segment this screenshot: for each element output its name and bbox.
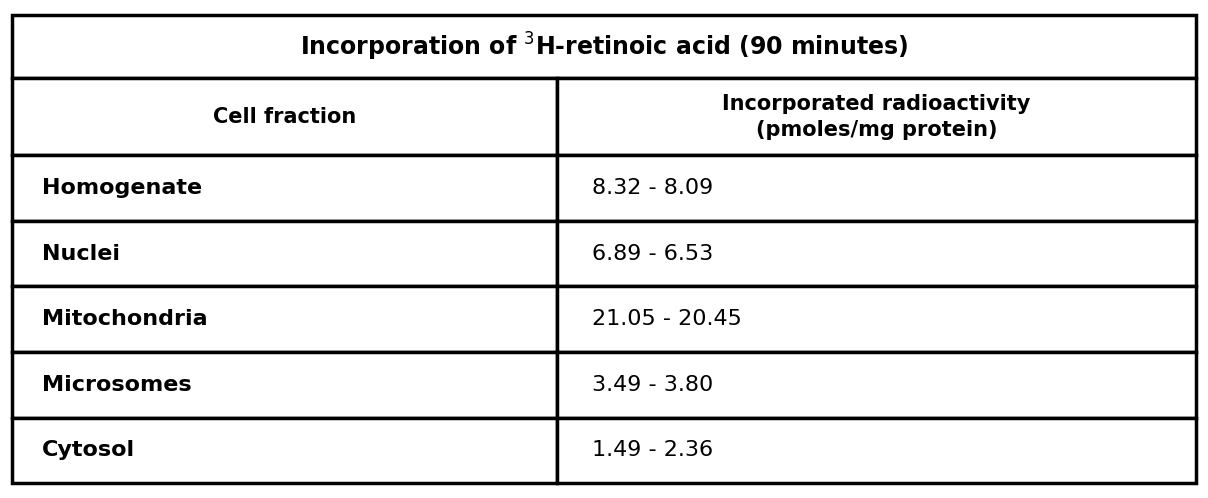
Text: 3.49 - 3.80: 3.49 - 3.80 xyxy=(592,375,714,395)
Bar xyxy=(12,78,557,155)
Text: Cytosol: Cytosol xyxy=(41,440,135,460)
Text: Homogenate: Homogenate xyxy=(41,178,202,198)
Text: Microsomes: Microsomes xyxy=(41,375,191,395)
Text: Incorporated radioactivity
(pmoles/mg protein): Incorporated radioactivity (pmoles/mg pr… xyxy=(722,94,1030,140)
Bar xyxy=(557,352,1196,417)
Text: 1.49 - 2.36: 1.49 - 2.36 xyxy=(592,440,713,460)
Bar xyxy=(557,417,1196,483)
Bar xyxy=(557,286,1196,352)
Bar xyxy=(12,15,1196,78)
Bar xyxy=(12,286,557,352)
Bar xyxy=(12,221,557,286)
Text: Cell fraction: Cell fraction xyxy=(213,107,356,127)
Bar xyxy=(12,417,557,483)
Text: 6.89 - 6.53: 6.89 - 6.53 xyxy=(592,244,714,263)
Text: Nuclei: Nuclei xyxy=(41,244,120,263)
Bar xyxy=(557,78,1196,155)
Text: Mitochondria: Mitochondria xyxy=(41,309,208,329)
Bar xyxy=(557,221,1196,286)
Text: 21.05 - 20.45: 21.05 - 20.45 xyxy=(592,309,742,329)
Text: Incorporation of $^3$H-retinoic acid (90 minutes): Incorporation of $^3$H-retinoic acid (90… xyxy=(300,30,908,63)
Bar xyxy=(557,155,1196,221)
Bar xyxy=(12,155,557,221)
Text: 8.32 - 8.09: 8.32 - 8.09 xyxy=(592,178,714,198)
Bar xyxy=(12,352,557,417)
